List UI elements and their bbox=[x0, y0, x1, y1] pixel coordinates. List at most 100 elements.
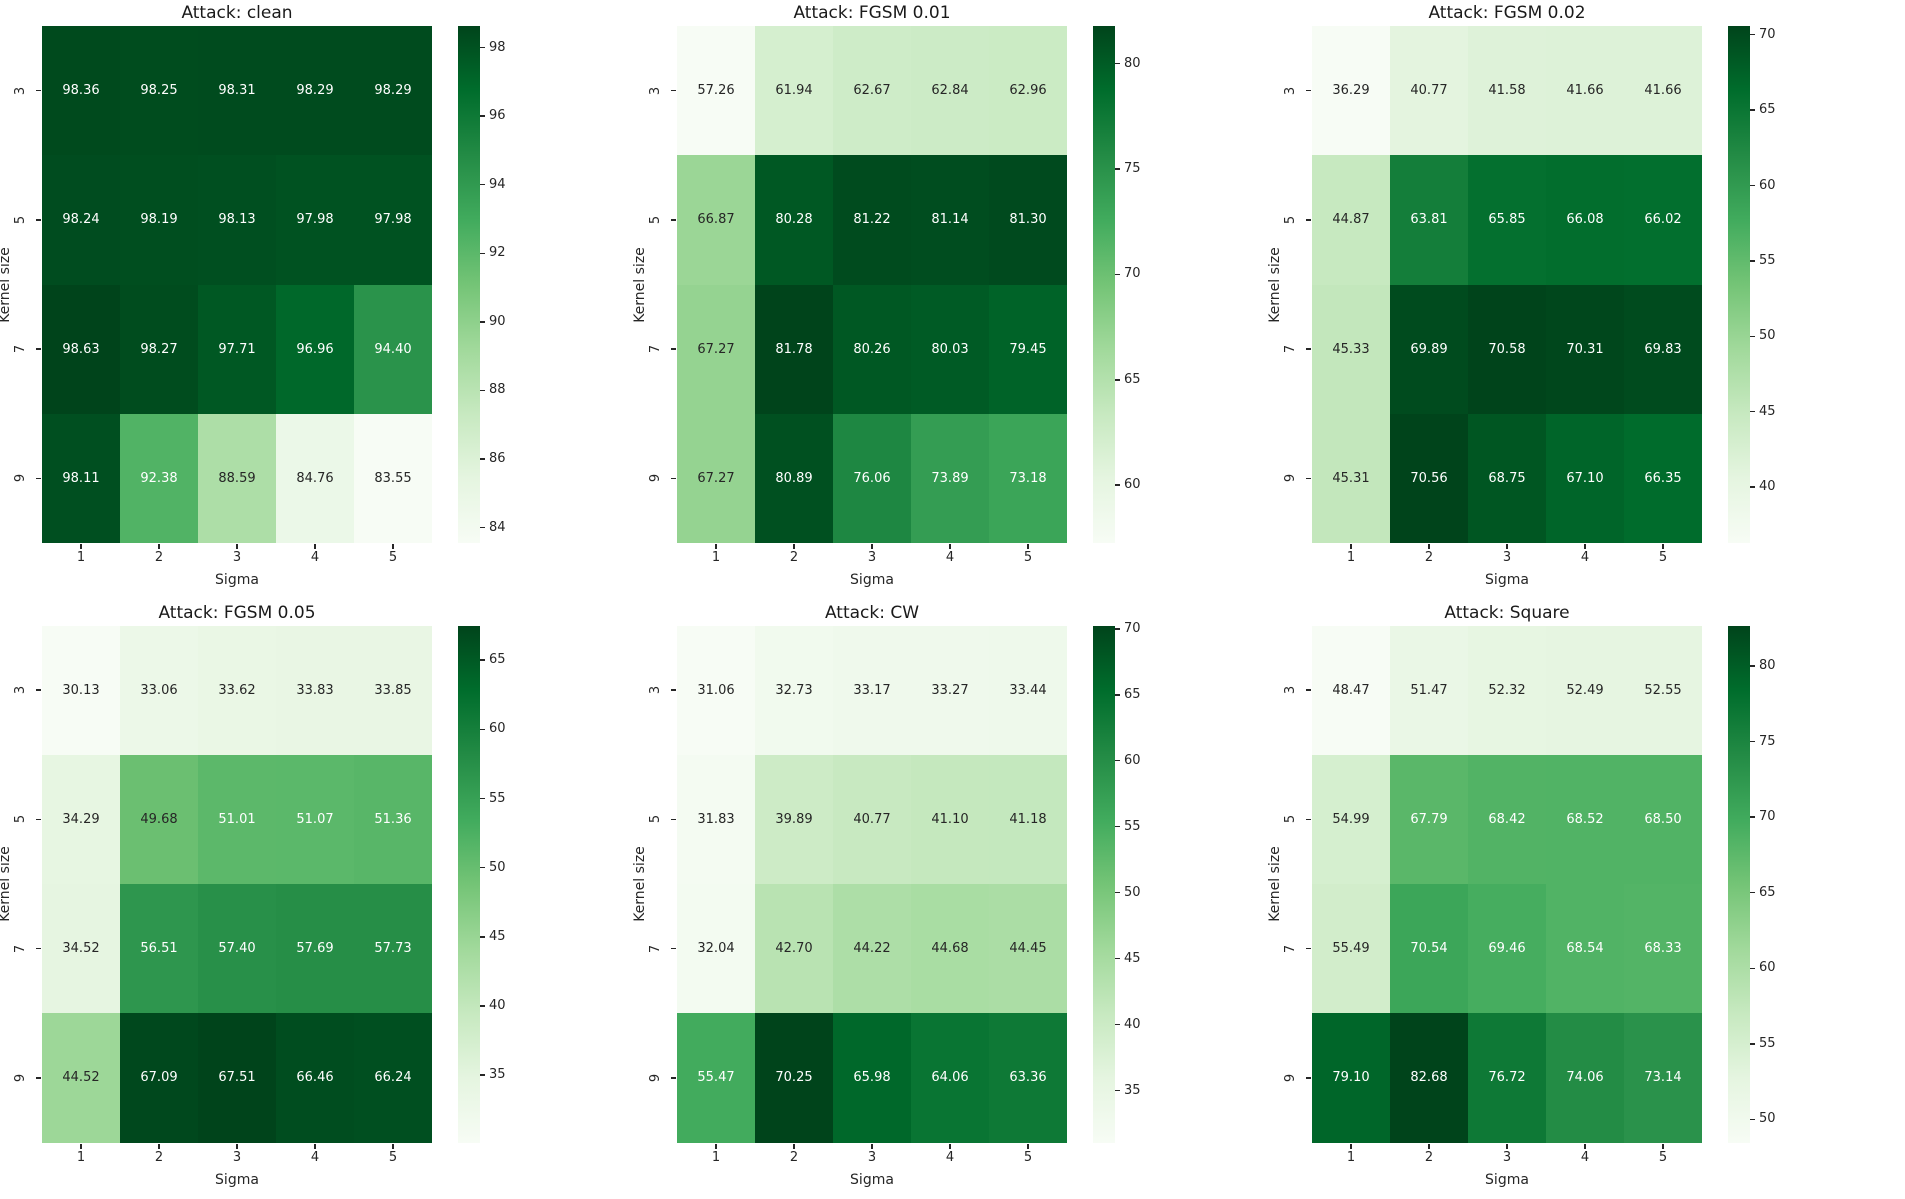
heatmap-cell: 70.58 bbox=[1468, 284, 1546, 414]
x-tick-mark bbox=[158, 1143, 160, 1149]
heatmap-cell: 41.66 bbox=[1624, 26, 1702, 156]
cell-value: 54.99 bbox=[1332, 811, 1370, 827]
y-tick-label: 7 bbox=[648, 944, 663, 953]
heatmap-cell: 40.77 bbox=[1390, 26, 1468, 156]
heatmap-cell: 68.75 bbox=[1468, 413, 1546, 543]
x-tick-label: 3 bbox=[867, 550, 877, 565]
x-tick-mark bbox=[236, 1143, 238, 1149]
colorbar-tick-mark bbox=[480, 797, 485, 800]
heatmap-cell: 33.83 bbox=[276, 625, 354, 755]
colorbar-tick-label: 60 bbox=[1759, 177, 1776, 193]
heatmap-cell: 67.51 bbox=[198, 1013, 276, 1143]
cell-value: 33.62 bbox=[218, 682, 256, 698]
heatmap-cell: 44.45 bbox=[989, 884, 1067, 1014]
x-tick-label: 1 bbox=[711, 1149, 721, 1165]
heatmap-cell: 76.72 bbox=[1468, 1013, 1546, 1143]
heatmap-panel: Attack: CW 31.06 32.73 33.17 33.27 33.44 31.83… bbox=[632, 600, 1270, 1199]
y-tick-mark bbox=[1306, 1077, 1311, 1079]
x-tick-mark bbox=[1506, 544, 1508, 549]
heatmap-cell: 56.51 bbox=[120, 884, 198, 1014]
heatmap-cell: 81.78 bbox=[755, 284, 833, 414]
cell-value: 98.29 bbox=[374, 83, 412, 99]
y-tick-mark bbox=[36, 947, 41, 950]
cell-value: 98.63 bbox=[62, 341, 100, 357]
cell-value: 52.32 bbox=[1488, 682, 1526, 698]
colorbar bbox=[458, 625, 480, 1143]
heatmap-cell: 32.73 bbox=[755, 625, 833, 755]
colorbar-tick-label: 35 bbox=[489, 1067, 506, 1083]
heatmap-cell: 52.32 bbox=[1468, 625, 1546, 755]
heatmap-cell: 98.25 bbox=[120, 26, 198, 156]
heatmap-cell: 57.40 bbox=[198, 884, 276, 1014]
y-tick-mark bbox=[1306, 689, 1311, 691]
heatmap-cell: 98.13 bbox=[198, 155, 276, 285]
colorbar-tick-mark bbox=[480, 526, 485, 529]
cell-value: 97.98 bbox=[374, 212, 412, 228]
x-tick-mark bbox=[793, 544, 795, 549]
x-tick-mark bbox=[949, 544, 951, 549]
heatmap: 36.29 40.77 41.58 41.66 41.66 44.87 63.81 65.85… bbox=[1312, 26, 1702, 543]
colorbar-tick-label: 35 bbox=[1124, 1082, 1141, 1098]
cell-value: 31.83 bbox=[697, 811, 735, 827]
heatmap-cell: 80.89 bbox=[755, 413, 833, 543]
heatmap-cell: 79.45 bbox=[989, 284, 1067, 414]
cell-value: 79.10 bbox=[1332, 1070, 1370, 1086]
cell-value: 56.51 bbox=[140, 941, 178, 957]
colorbar-tick-label: 65 bbox=[489, 652, 506, 668]
x-tick-label: 5 bbox=[1023, 550, 1033, 565]
cell-value: 67.27 bbox=[697, 341, 735, 357]
cell-value: 79.45 bbox=[1009, 341, 1047, 357]
heatmap-panel: Attack: FGSM 0.02 36.29 40.77 41.58 41.66 41.… bbox=[1267, 0, 1905, 599]
heatmap-cell: 44.22 bbox=[833, 884, 911, 1014]
cell-value: 73.89 bbox=[931, 470, 969, 486]
colorbar-tick-mark bbox=[1750, 33, 1755, 36]
colorbar-tick-label: 70 bbox=[1759, 809, 1776, 825]
cell-value: 44.45 bbox=[1009, 941, 1047, 957]
heatmap-cell: 63.81 bbox=[1390, 155, 1468, 285]
cell-value: 44.52 bbox=[62, 1070, 100, 1086]
heatmap-cell: 98.19 bbox=[120, 155, 198, 285]
colorbar-tick-mark bbox=[1115, 957, 1120, 960]
y-tick-label: 3 bbox=[1283, 685, 1298, 695]
heatmap-cell: 33.17 bbox=[833, 625, 911, 755]
y-tick-label: 7 bbox=[1283, 944, 1298, 953]
y-tick-label: 7 bbox=[1283, 344, 1298, 354]
heatmap-cell: 81.14 bbox=[911, 155, 989, 285]
y-tick-mark bbox=[671, 1077, 676, 1079]
cell-value: 70.54 bbox=[1410, 941, 1448, 957]
heatmap-cell: 33.62 bbox=[198, 625, 276, 755]
x-tick-label: 4 bbox=[310, 1149, 320, 1165]
heatmap-cell: 49.68 bbox=[120, 754, 198, 884]
colorbar-tick-label: 88 bbox=[489, 382, 506, 398]
heatmap-cell: 98.31 bbox=[198, 26, 276, 156]
cell-value: 48.47 bbox=[1332, 682, 1370, 698]
colorbar-tick-label: 55 bbox=[1759, 1035, 1776, 1051]
heatmap-cell: 34.29 bbox=[42, 754, 120, 884]
heatmap-cell: 44.52 bbox=[42, 1013, 120, 1143]
colorbar-tick-mark bbox=[1750, 486, 1755, 488]
x-tick-mark bbox=[715, 544, 717, 549]
colorbar-tick-mark bbox=[1750, 410, 1755, 413]
y-axis-label: Kernel size bbox=[0, 246, 13, 323]
heatmap-cell: 31.83 bbox=[677, 754, 755, 884]
heatmap-cell: 98.27 bbox=[120, 284, 198, 414]
x-tick-mark bbox=[1350, 1143, 1352, 1149]
heatmap-cell: 41.58 bbox=[1468, 26, 1546, 156]
colorbar-tick-mark bbox=[480, 1074, 485, 1076]
cell-value: 32.04 bbox=[697, 941, 735, 957]
x-tick-label: 5 bbox=[388, 550, 398, 565]
cell-value: 49.68 bbox=[140, 811, 178, 827]
heatmap-cell: 94.40 bbox=[354, 284, 432, 414]
x-tick-mark bbox=[392, 1143, 394, 1149]
cell-value: 68.50 bbox=[1644, 811, 1682, 827]
cell-value: 66.87 bbox=[697, 212, 735, 228]
x-tick-label: 2 bbox=[154, 1149, 164, 1165]
heatmap-cell: 51.36 bbox=[354, 754, 432, 884]
colorbar-tick-label: 65 bbox=[1759, 884, 1776, 900]
colorbar-tick-label: 45 bbox=[1759, 403, 1776, 419]
cell-value: 57.73 bbox=[374, 941, 412, 957]
heatmap-cell: 66.08 bbox=[1546, 155, 1624, 285]
heatmap-cell: 74.06 bbox=[1546, 1013, 1624, 1143]
colorbar-tick-mark bbox=[1115, 759, 1120, 762]
heatmap-cell: 69.46 bbox=[1468, 884, 1546, 1014]
